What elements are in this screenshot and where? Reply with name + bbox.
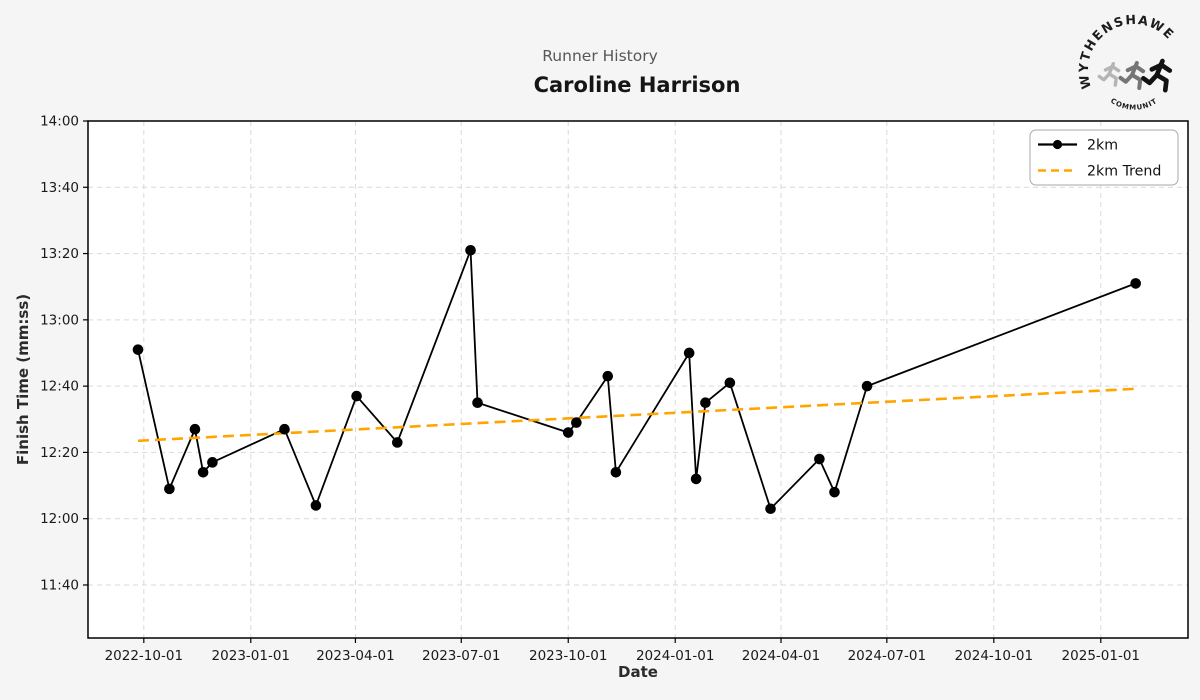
x-axis-title: Date — [618, 663, 658, 681]
data-point — [472, 397, 483, 408]
data-point — [392, 437, 403, 448]
x-tick-label: 2024-01-01 — [636, 648, 714, 664]
data-point — [465, 244, 476, 256]
data-point — [602, 370, 614, 382]
data-point — [814, 453, 825, 465]
data-point — [724, 377, 736, 389]
data-point — [571, 417, 582, 428]
x-tick-label: 2024-07-01 — [848, 648, 926, 664]
data-point — [279, 423, 290, 435]
data-point — [683, 347, 695, 359]
data-point — [562, 427, 574, 438]
legend-label: 2km — [1087, 138, 1118, 154]
y-tick-label: 13:40 — [40, 180, 79, 196]
data-point — [310, 500, 322, 511]
data-point — [861, 380, 873, 392]
legend-label: 2km Trend — [1087, 164, 1161, 180]
y-tick-label: 13:20 — [40, 246, 79, 262]
data-point — [164, 483, 175, 495]
data-point — [351, 390, 362, 402]
y-tick-label: 12:00 — [40, 511, 79, 527]
y-tick-label: 12:20 — [40, 445, 79, 461]
x-tick-label: 2022-10-01 — [105, 648, 183, 664]
y-tick-label: 13:00 — [40, 312, 79, 328]
data-point — [189, 423, 201, 435]
data-point — [610, 466, 622, 478]
series-trend-line — [137, 387, 1136, 443]
data-point — [207, 457, 218, 468]
data-point — [765, 503, 776, 515]
y-tick-label: 14:00 — [40, 114, 79, 130]
data-point — [197, 466, 209, 478]
y-tick-label: 11:40 — [40, 577, 79, 593]
x-tick-label: 2023-04-01 — [316, 648, 394, 664]
plot-area — [88, 121, 1188, 638]
data-point — [1130, 278, 1141, 289]
x-tick-label: 2025-01-01 — [1062, 648, 1140, 664]
x-tick-label: 2023-10-01 — [529, 648, 607, 664]
y-axis-title: Finish Time (mm:ss) — [14, 294, 32, 465]
data-point — [829, 486, 840, 498]
x-tick-label: 2023-07-01 — [422, 648, 500, 664]
data-point — [132, 344, 144, 355]
runner-name-title: Caroline Harrison — [533, 73, 741, 97]
data-point — [690, 473, 702, 485]
x-tick-label: 2024-10-01 — [955, 648, 1033, 664]
club-logo: WYTHENSHAWE COMMUNITY RUN — [1076, 12, 1176, 112]
x-tick-label: 2023-01-01 — [212, 648, 290, 664]
legend-marker-dot — [1052, 139, 1063, 150]
x-tick-label: 2024-04-01 — [742, 648, 820, 664]
chart-suptitle: Runner History — [542, 47, 658, 65]
axes-spines — [87, 120, 1189, 639]
data-point — [700, 397, 711, 408]
y-tick-label: 12:40 — [40, 379, 79, 395]
